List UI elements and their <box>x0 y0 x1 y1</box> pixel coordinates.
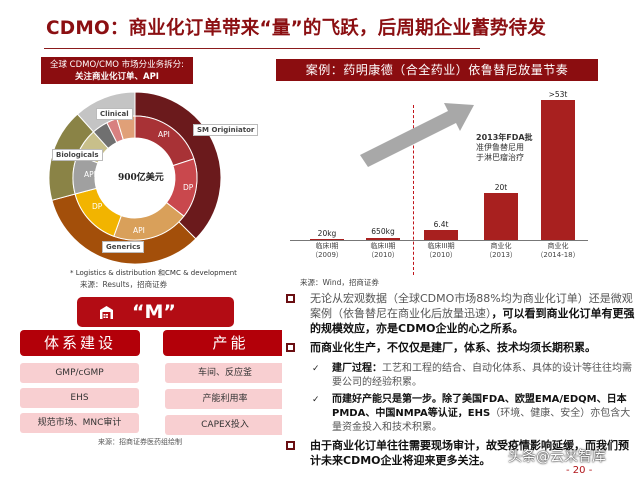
segment-label-generics-api: API <box>133 226 145 235</box>
callout-biologicals: Biologicals <box>52 149 103 161</box>
x-tick-stage: 商业化 <box>490 242 512 250</box>
annotation-line: 准伊鲁替尼用 <box>476 143 524 152</box>
callout-generics: Generics <box>102 241 145 253</box>
segment-label-sm-api: API <box>158 130 170 139</box>
bar-value: 6.4t <box>433 220 449 229</box>
capacity-item: 车间、反应釜 <box>165 363 285 383</box>
bullet-text-bold: 而商业化生产，不仅仅是建厂，体系、技术均须长期积累。 <box>310 341 596 354</box>
market-donut-chart: API DP API DP API 900亿美元 Clinical Biolog… <box>40 90 259 270</box>
x-tick-label: 临床I期 （2009） <box>297 242 357 260</box>
sub-bullet-text: （环境、健康、安全）亦包含大量资金投入和技术积累。 <box>332 408 631 433</box>
sub-bullet-text: 工艺和工程的结合、自动化体系、具体的设计等往往均需要公司的经验积累。 <box>332 363 632 388</box>
bar-commercial-2013 <box>484 193 518 240</box>
bar-value: >53t <box>548 90 568 99</box>
column-header-system: 体系建设 <box>20 330 140 356</box>
watermark: 头条@云来智库 <box>508 449 606 465</box>
x-axis <box>290 240 588 241</box>
m-source: 来源：招商证券医药组绘制 <box>98 438 182 446</box>
sub-bullet-text-bold: 建厂过程： <box>332 363 382 374</box>
x-tick-stage: 临床III期 <box>427 242 455 250</box>
commercialization-divider <box>413 105 414 275</box>
case-banner: 案例：药明康德（合全药业）依鲁替尼放量节奏 <box>276 59 598 81</box>
capacity-item: 产能利用率 <box>165 389 285 409</box>
commentary-panel: 无论从宏观数据（全球CDMO市场88%均为商业化订单）还是微观案例（依鲁替尼在商… <box>282 288 640 480</box>
fda-annotation: 2013年FDA批 准伊鲁替尼用 于淋巴瘤治疗 <box>476 133 533 163</box>
square-bullet-icon <box>286 441 295 450</box>
m-title: “M” <box>132 301 176 323</box>
system-item: EHS <box>20 388 139 408</box>
page-number: - 20 - <box>566 465 593 476</box>
bullet-text-bold: 由于商业化订单往往需要现场审计，故受疫情影响延缓，而我们预计未来CDMO企业将迎… <box>310 439 629 467</box>
warehouse-icon <box>100 306 113 319</box>
growth-arrow-icon <box>360 103 474 167</box>
callout-clinical: Clinical <box>96 108 133 120</box>
x-tick-label: 商业化 （2014-18） <box>528 242 588 260</box>
bar-value: 650kg <box>371 227 395 236</box>
donut-center-total: 900亿美元 <box>118 173 164 183</box>
sub-bullet-item: ✓ 建厂过程：工艺和工程的结合、自动化体系、具体的设计等往往均需要公司的经验积累… <box>312 362 632 390</box>
segment-label-bio-api: API <box>84 170 96 179</box>
bar-value: 20t <box>494 183 508 192</box>
x-tick-year: （2013） <box>485 251 517 259</box>
x-tick-year: （2014-18） <box>536 251 580 259</box>
bullet-text-bold: ，可以看到商业化订单有更强的规模效应，亦是CDMO企业的心之所系。 <box>310 307 635 335</box>
bar-commercial-2014-18 <box>541 100 575 240</box>
donut-banner-line1: 全球 CDMO/CMO 市场分业务拆分: <box>49 60 185 70</box>
bar-phase1 <box>310 239 344 240</box>
x-tick-year: （2009） <box>311 251 343 259</box>
bullet-item: 由于商业化订单往往需要现场审计，故受疫情影响延缓，而我们预计未来CDMO企业将迎… <box>286 438 636 468</box>
square-bullet-icon <box>286 294 295 303</box>
donut-footnote: * Logistics & distribution 和CMC & develo… <box>70 269 237 277</box>
sub-bullet-item: ✓ 而建好产能只是第一步。除了美国FDA、欧盟EMA/EDQM、日本PMDA、中… <box>312 393 632 435</box>
x-tick-label: 临床II期 （2010） <box>353 242 413 260</box>
x-tick-year: （2010） <box>425 251 457 259</box>
sub-bullet-text-bold: 而建好产能只是第一步。除了美国FDA、欧盟EMA/EDQM、日本PMDA、中国N… <box>332 394 627 419</box>
system-item: 规范市场、MNC审计 <box>20 413 139 433</box>
annotation-line: 2013年FDA批 <box>476 133 533 142</box>
x-tick-label: 商业化 （2013） <box>471 242 531 260</box>
x-tick-stage: 临床II期 <box>370 242 396 250</box>
check-icon: ✓ <box>312 395 320 405</box>
x-tick-year: （2010） <box>367 251 399 259</box>
page-title: CDMO：商业化订单带来“量”的飞跃，后周期企业蓄势待发 <box>46 18 546 39</box>
donut-banner-line2: 关注商业化订单、API <box>75 72 159 82</box>
bar-value: 20kg <box>317 229 337 238</box>
check-icon: ✓ <box>312 364 320 374</box>
annotation-line: 于淋巴瘤治疗 <box>476 153 524 162</box>
chart-source: 来源：Wind，招商证券 <box>300 278 379 287</box>
column-header-capacity: 产能 <box>163 330 298 356</box>
x-tick-label: 临床III期 （2010） <box>411 242 471 260</box>
callout-sm-originator: SM Originiator <box>193 124 259 136</box>
m-banner: “M” <box>77 297 234 327</box>
x-tick-stage: 商业化 <box>547 242 569 250</box>
bar-phase2 <box>366 238 400 240</box>
capacity-item: CAPEX投入 <box>165 415 285 435</box>
bullet-text: 无论从宏观数据（全球CDMO市场88%均为商业化订单）还是微观案例（依鲁替尼在商… <box>310 292 633 320</box>
donut-source: 来源：Results，招商证券 <box>80 280 168 289</box>
bullet-item: 无论从宏观数据（全球CDMO市场88%均为商业化订单）还是微观案例（依鲁替尼在商… <box>286 291 636 336</box>
title-divider <box>44 48 480 49</box>
bar-phase3 <box>424 230 458 240</box>
ibrutinib-volume-chart: “量”的飞跃 2013年FDA批 准伊鲁替尼用 于淋巴瘤治疗 20kg 650k… <box>276 85 606 275</box>
segment-label-generics-dp: DP <box>92 202 103 211</box>
segment-label-sm-dp: DP <box>183 183 194 192</box>
x-tick-stage: 临床I期 <box>315 242 339 250</box>
square-bullet-icon <box>286 343 295 352</box>
bullet-item: 而商业化生产，不仅仅是建厂，体系、技术均须长期积累。 <box>286 340 636 355</box>
system-item: GMP/cGMP <box>20 363 139 383</box>
donut-banner: 全球 CDMO/CMO 市场分业务拆分: 关注商业化订单、API <box>41 57 193 84</box>
